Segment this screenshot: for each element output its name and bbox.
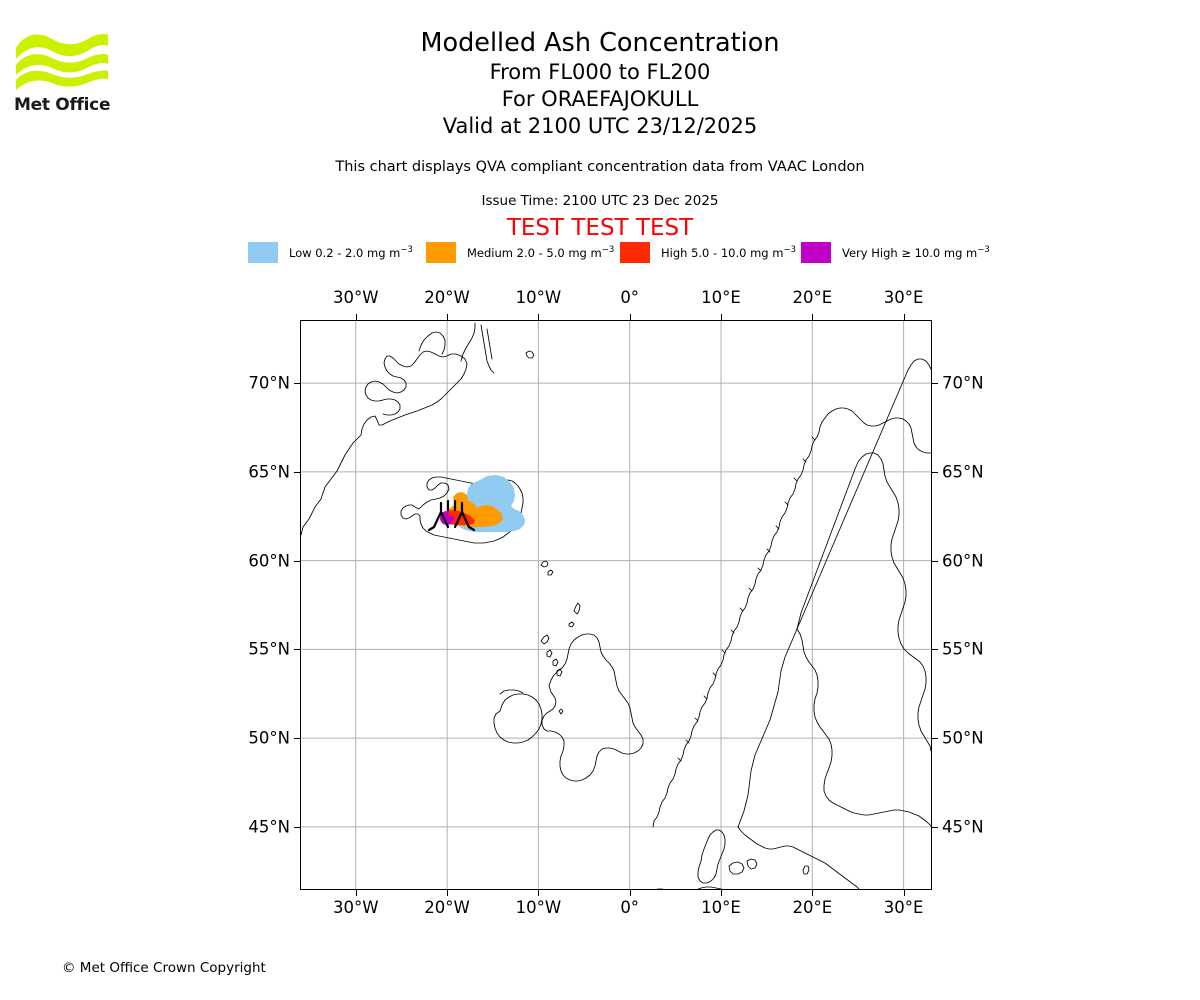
lon-tickmark-bottom-1 [447, 890, 449, 896]
map-canvas [301, 321, 931, 889]
lon-tickmark-top-5 [812, 314, 814, 320]
lat-tick-right-1: 65°N [942, 462, 984, 482]
lon-tick-top-3: 0° [620, 288, 640, 307]
concentration-legend: Low 0.2 - 2.0 mg m−3 Medium 2.0 - 5.0 mg … [248, 240, 990, 264]
met-office-logo: Met Office [14, 28, 124, 118]
lat-tick-left-4: 50°N [248, 728, 290, 748]
lon-tick-top-4: 10°E [701, 288, 741, 307]
coastline-layer [301, 322, 931, 889]
lat-tickmark-right-4 [932, 738, 938, 740]
legend-label-3: Very High ≥ 10.0 mg m−3 [842, 244, 990, 260]
lon-tick-bottom-4: 10°E [701, 898, 741, 917]
lon-tickmark-bottom-2 [538, 890, 540, 896]
legend-item-3: Very High ≥ 10.0 mg m−3 [801, 240, 990, 264]
met-office-logo-text: Met Office [14, 95, 111, 115]
lat-tickmark-right-1 [932, 471, 938, 473]
lon-tickmark-top-3 [629, 314, 631, 320]
graticule-grid [301, 321, 931, 889]
lat-tick-right-3: 55°N [942, 639, 984, 659]
test-banner: TEST TEST TEST [506, 215, 694, 241]
qva-note: This chart displays QVA compliant concen… [335, 159, 865, 175]
lat-tick-right-4: 50°N [942, 728, 984, 748]
lat-tickmark-right-5 [932, 826, 938, 828]
lon-tick-bottom-6: 30°E [883, 898, 924, 917]
qva-note-block: This chart displays QVA compliant concen… [0, 156, 1200, 178]
ash-plume-layer [440, 475, 525, 532]
legend-label-1: Medium 2.0 - 5.0 mg m−3 [467, 244, 615, 260]
lat-tickmark-left-4 [294, 738, 300, 740]
legend-swatch-0 [248, 241, 278, 263]
lat-tick-left-3: 55°N [248, 639, 290, 659]
lon-tick-bottom-2: 10°W [515, 898, 562, 917]
lon-tickmark-top-0 [355, 314, 357, 320]
copyright-notice: © Met Office Crown Copyright [62, 960, 266, 976]
lon-tickmark-bottom-0 [355, 890, 357, 896]
lon-tickmark-top-2 [538, 314, 540, 320]
lat-tick-right-5: 45°N [942, 817, 984, 837]
flight-level-range: From FL000 to FL200 [489, 60, 711, 84]
lon-tick-top-0: 30°W [333, 288, 379, 307]
volcano-source-point [448, 511, 454, 517]
legend-item-0: Low 0.2 - 2.0 mg m−3 [248, 240, 413, 264]
legend-item-2: High 5.0 - 10.0 mg m−3 [620, 240, 796, 264]
lat-tick-left-2: 60°N [248, 551, 290, 571]
map-plot-frame [300, 320, 932, 890]
lat-tick-right-2: 60°N [942, 551, 984, 571]
lon-tickmark-bottom-4 [721, 890, 722, 896]
lat-tickmark-left-1 [294, 471, 300, 473]
lon-tick-bottom-5: 20°E [792, 898, 833, 917]
lat-tickmark-left-3 [294, 649, 300, 651]
lon-tick-bottom-3: 0° [620, 898, 640, 917]
page-title: Modelled Ash Concentration [420, 28, 780, 58]
lat-tick-left-1: 65°N [248, 462, 290, 482]
plume-area-medium-lobe [453, 492, 468, 505]
lon-tickmark-bottom-5 [812, 890, 814, 896]
lat-tickmark-right-2 [932, 560, 938, 562]
issue-time: Issue Time: 2100 UTC 23 Dec 2025 [481, 193, 719, 209]
met-office-wave-mark [16, 34, 108, 90]
test-banner-block: TEST TEST TEST [0, 214, 1200, 242]
lon-tickmark-top-6 [903, 314, 905, 320]
volcano-name: For ORAEFAJOKULL [501, 87, 699, 111]
lat-tickmark-left-2 [294, 560, 300, 562]
legend-swatch-3 [801, 241, 831, 263]
lat-tick-right-0: 70°N [942, 373, 984, 393]
map-container: 30°W 20°W 10°W 0° 10°E 20°E 30°E 30°W 20°W 10°W 0… [248, 288, 983, 917]
lon-tick-bottom-0: 30°W [333, 898, 379, 917]
lon-tick-bottom-1: 20°W [424, 898, 470, 917]
lon-tick-top-2: 10°W [515, 288, 562, 307]
lon-tick-top-6: 30°E [883, 288, 924, 307]
lat-tickmark-left-5 [294, 826, 300, 828]
issue-time-block: Issue Time: 2100 UTC 23 Dec 2025 [0, 191, 1200, 211]
legend-label-0: Low 0.2 - 2.0 mg m−3 [289, 244, 413, 260]
lon-tick-top-1: 20°W [424, 288, 470, 307]
lat-tick-left-0: 70°N [248, 373, 290, 393]
legend-swatch-1 [426, 241, 456, 263]
valid-time: Valid at 2100 UTC 23/12/2025 [442, 114, 758, 138]
lon-tickmark-bottom-6 [903, 890, 905, 896]
legend-label-2: High 5.0 - 10.0 mg m−3 [661, 244, 796, 260]
lon-tickmark-top-4 [721, 314, 722, 320]
chart-title-block: Modelled Ash Concentration From FL000 to… [0, 28, 1200, 140]
lat-tickmark-right-3 [932, 649, 938, 651]
legend-item-1: Medium 2.0 - 5.0 mg m−3 [426, 240, 614, 264]
lat-tickmark-right-0 [932, 383, 938, 385]
legend-swatch-2 [620, 241, 650, 263]
lat-tick-left-5: 45°N [248, 817, 290, 837]
lon-tick-top-5: 20°E [792, 288, 833, 307]
volcano-symbol [427, 499, 476, 532]
lon-tickmark-top-1 [447, 314, 449, 320]
lon-tickmark-bottom-3 [629, 890, 631, 896]
lat-tickmark-left-0 [294, 383, 300, 385]
